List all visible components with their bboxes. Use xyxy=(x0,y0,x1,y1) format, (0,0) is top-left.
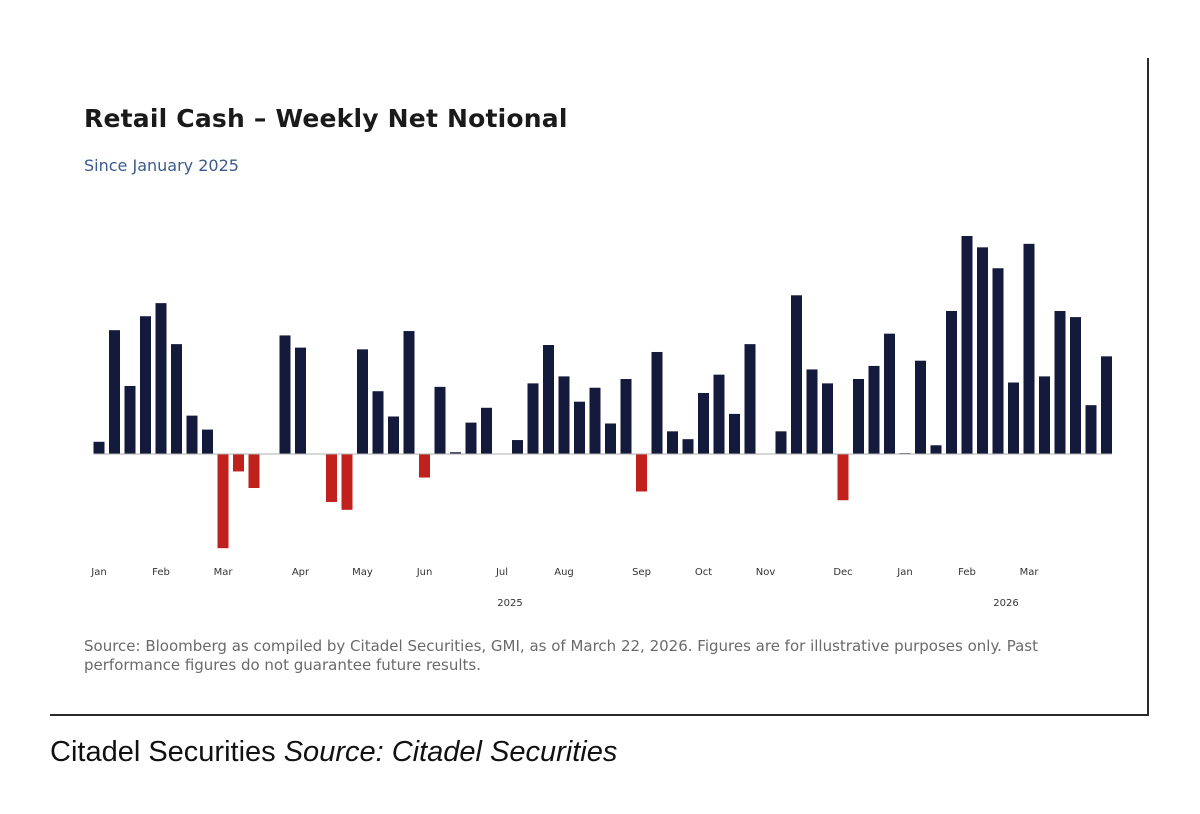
bar-week-4 xyxy=(140,316,151,454)
card-border-bottom xyxy=(50,714,1149,716)
bar-week-36 xyxy=(636,454,647,492)
x-axis-ticks: Jan Feb Mar Apr May Jun Jul Aug Sep Oct Nov Dec Jan F… xyxy=(90,567,1039,578)
bar-week-40 xyxy=(698,392,709,454)
bar-week-2 xyxy=(109,330,120,454)
bar-week-20 xyxy=(388,416,399,454)
bar-week-62 xyxy=(1039,376,1050,454)
card-border-right xyxy=(1147,58,1149,716)
x-year-label-1: 2025 xyxy=(497,598,522,609)
bar-week-34 xyxy=(605,423,616,454)
x-tick-label-10: Oct xyxy=(695,567,712,578)
bar-week-17 xyxy=(341,454,353,510)
bar-week-42 xyxy=(729,413,740,454)
bar-week-9 xyxy=(217,454,229,549)
bar-week-10 xyxy=(233,454,244,472)
bar-week-55 xyxy=(930,445,942,454)
bar-week-29 xyxy=(527,383,539,454)
x-tick-label-1: Jan xyxy=(90,567,106,578)
bar-week-41 xyxy=(713,374,725,454)
bar-week-43 xyxy=(744,344,756,454)
x-tick-label-14: Feb xyxy=(958,567,976,578)
bar-week-65 xyxy=(1085,405,1097,454)
x-tick-label-3: Mar xyxy=(214,567,234,578)
x-tick-label-7: Jul xyxy=(495,567,508,578)
bar-week-57 xyxy=(961,236,973,454)
bar-week-50 xyxy=(853,379,864,454)
bar-week-54 xyxy=(915,360,926,454)
x-tick-label-2: Feb xyxy=(152,567,170,578)
x-tick-label-15: Mar xyxy=(1020,567,1040,578)
bar-week-33 xyxy=(589,387,601,454)
bar-week-38 xyxy=(667,431,678,454)
bar-week-31 xyxy=(558,376,570,454)
bar-week-5 xyxy=(155,303,167,454)
bar-week-66 xyxy=(1101,356,1112,454)
image-caption: Citadel Securities Source: Citadel Secur… xyxy=(50,736,617,769)
caption-source: Source: Citadel Securities xyxy=(283,736,618,768)
bar-week-64 xyxy=(1070,317,1081,454)
bar-week-49 xyxy=(837,454,849,501)
bar-week-14 xyxy=(295,347,306,454)
bar-week-16 xyxy=(326,454,337,502)
bar-week-37 xyxy=(651,351,663,454)
x-tick-label-13: Jan xyxy=(896,567,912,578)
bar-week-19 xyxy=(372,391,384,454)
bar-week-25 xyxy=(465,422,477,454)
bar-week-52 xyxy=(884,333,895,454)
chart-title: Retail Cash – Weekly Net Notional xyxy=(84,104,568,133)
x-tick-label-11: Nov xyxy=(756,567,776,578)
bar-week-22 xyxy=(419,454,430,478)
bar-week-60 xyxy=(1008,382,1019,454)
bar-week-21 xyxy=(403,331,415,454)
bar-week-1 xyxy=(93,441,105,454)
bar-week-61 xyxy=(1023,243,1035,454)
x-tick-label-9: Sep xyxy=(632,567,651,578)
bar-week-7 xyxy=(186,415,198,454)
bar-week-23 xyxy=(434,386,446,454)
bar-week-63 xyxy=(1054,310,1066,454)
bar-week-6 xyxy=(171,344,182,454)
bar-week-26 xyxy=(481,407,492,454)
bar-week-45 xyxy=(775,431,787,454)
bar-week-56 xyxy=(946,310,957,454)
source-note: Source: Bloomberg as compiled by Citadel… xyxy=(84,637,1038,674)
bar-week-35 xyxy=(620,379,632,454)
bar-series xyxy=(93,236,1112,549)
x-tick-label-4: Apr xyxy=(292,567,310,578)
chart-subtitle: Since January 2025 xyxy=(84,156,239,175)
x-axis-years: 2025 2026 xyxy=(497,598,1018,609)
bar-week-30 xyxy=(543,345,554,454)
bar-week-3 xyxy=(124,385,136,454)
bar-week-32 xyxy=(574,401,585,454)
bar-week-18 xyxy=(357,349,368,454)
x-tick-label-5: May xyxy=(352,567,373,578)
bar-week-47 xyxy=(806,369,818,454)
x-tick-label-8: Aug xyxy=(554,567,574,578)
bar-week-46 xyxy=(791,295,802,454)
bar-week-24 xyxy=(450,452,461,454)
bar-week-39 xyxy=(682,439,694,454)
x-tick-label-6: Jun xyxy=(416,567,433,578)
caption-prefix: Citadel Securities xyxy=(50,736,276,768)
bar-week-13 xyxy=(279,335,291,454)
bar-week-59 xyxy=(992,268,1004,454)
x-year-label-2: 2026 xyxy=(993,598,1018,609)
bar-week-51 xyxy=(868,365,880,454)
bar-week-28 xyxy=(512,440,523,454)
bar-week-58 xyxy=(977,247,988,454)
bar-week-11 xyxy=(248,454,260,489)
x-tick-label-12: Dec xyxy=(833,567,852,578)
bar-week-48 xyxy=(822,383,833,454)
bar-week-8 xyxy=(202,429,213,454)
